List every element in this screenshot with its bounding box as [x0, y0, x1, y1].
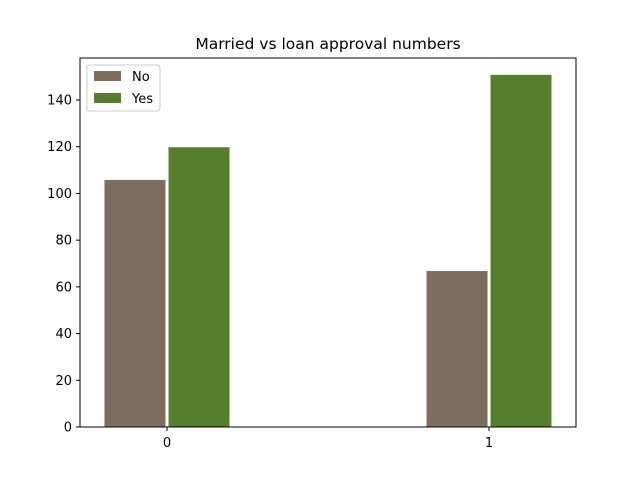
legend-swatch-no: [94, 71, 121, 81]
bar-no-0: [103, 178, 167, 428]
x-tick-label: 0: [163, 436, 171, 451]
legend: No Yes: [86, 64, 161, 112]
legend-swatch-yes: [94, 93, 121, 103]
plot-frame: [79, 57, 577, 428]
chart-title: Married vs loan approval numbers: [195, 35, 460, 53]
y-tick-label: 100: [47, 187, 72, 202]
bar-yes-0: [167, 146, 231, 428]
y-tick-label: 80: [55, 234, 72, 249]
y-tick-label: 60: [55, 280, 72, 295]
bar-no-1: [425, 270, 489, 428]
y-axis: 0 20 40 60 80 100 120 140: [47, 94, 80, 436]
bar-yes-1: [489, 73, 553, 428]
bars-layer: [103, 73, 553, 428]
legend-label-no: No: [132, 70, 150, 85]
y-tick-label: 140: [47, 94, 72, 109]
legend-label-yes: Yes: [131, 92, 153, 107]
y-tick-label: 120: [47, 140, 72, 155]
x-tick-label: 1: [485, 436, 493, 451]
y-tick-label: 0: [64, 421, 72, 436]
y-tick-label: 20: [55, 374, 72, 389]
y-tick-label: 40: [55, 327, 72, 342]
